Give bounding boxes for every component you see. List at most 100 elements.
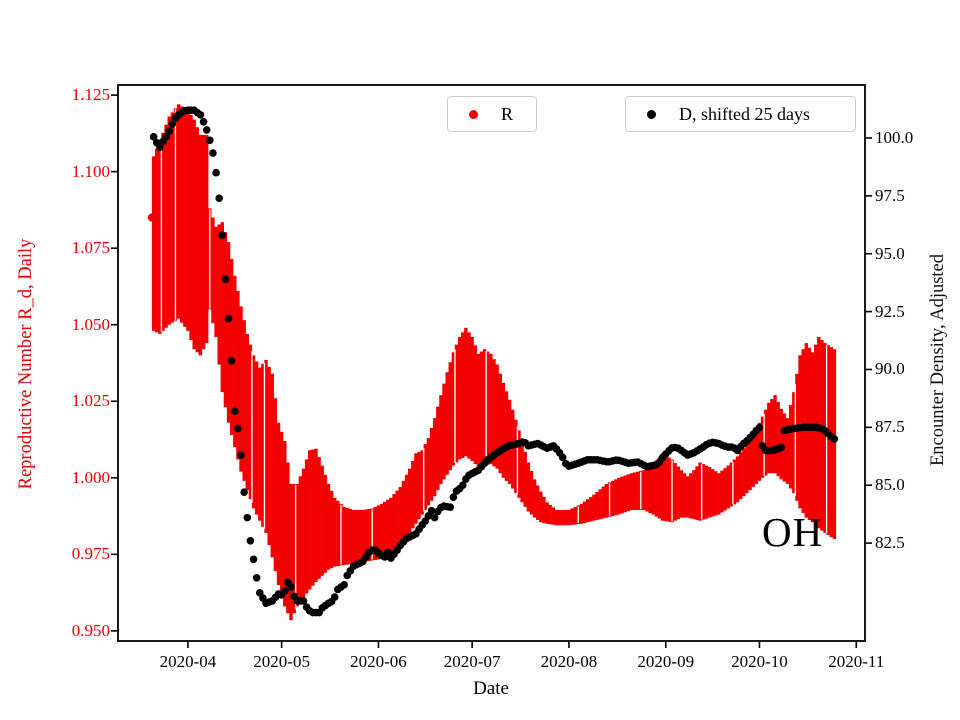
r-errorbar [798,355,802,509]
legend-r-dot-icon [469,109,478,119]
r-errorbar [679,470,684,518]
r-errorbar [629,473,634,510]
r-errorbar [429,428,434,501]
d-dot [156,143,164,152]
r-errorbar [251,355,256,509]
r-errorbar [176,104,181,319]
d-dot [230,407,239,415]
r-errorbar [773,395,777,474]
band-gap [160,137,163,332]
r-errorbar [164,124,168,328]
r-errorbar [723,468,727,511]
r-errorbar [314,448,318,582]
d-dot [340,580,348,589]
band-gap [794,383,797,496]
r-errorbar [498,373,502,474]
r-errorbar [348,508,353,565]
r-errorbar [195,127,200,353]
r-errorbar [345,507,349,565]
r-errorbar [261,363,265,527]
d-dot [430,513,439,522]
r-errorbar [763,409,768,476]
r-errorbar [692,470,696,520]
r-errorbar [673,463,677,521]
y-axis-label-right: Encounter Density, Adjusted [928,253,948,467]
r-errorbar [407,468,412,533]
r-errorbar [648,466,652,514]
band-gap [209,209,211,309]
d-dot [237,451,245,459]
r-errorbar [311,449,315,586]
y-axis-label-left: Reproductive Number R_d, Daily [16,238,36,490]
y-right-tick-label: 92.5 [875,301,905,321]
y-left-tick-label: 0.975 [71,544,110,564]
r-errorbar [276,422,281,585]
r-errorbar [432,418,437,497]
d-dot [755,423,764,432]
r-errorbar [323,474,328,573]
r-errorbar [767,402,771,474]
r-errorbar [382,501,387,558]
r-errorbar [436,406,440,491]
band-gap [295,484,297,609]
r-errorbar [373,506,378,560]
r-errorbar [579,503,584,524]
r-errorbar [561,509,565,526]
r-errorbar [710,469,715,517]
r-errorbar [717,473,721,515]
r-errorbar [333,497,337,567]
d-dot [221,275,230,284]
r-errorbar [404,474,409,538]
r-errorbar [504,391,509,481]
r-errorbar [776,402,780,477]
d-dot [224,314,233,323]
d-dot [458,481,467,490]
r-errorbar [476,353,481,468]
r-errorbar [392,494,396,552]
r-errorbar [245,333,249,491]
x-axis-label: Date [473,678,509,699]
r-errorbar [454,344,459,463]
y-left-tick-label: 1.125 [71,85,110,105]
d-dot [196,111,205,119]
r-errorbar [320,465,324,576]
r-errorbar [158,141,162,334]
r-errorbar [361,509,365,563]
r-errorbar [426,438,431,506]
state-annotation: OH [762,509,824,555]
r-errorbar [367,508,371,561]
r-errorbar [748,439,752,491]
r-errorbar [735,456,740,503]
r-errorbar [248,344,253,500]
d-dot [215,194,223,202]
r-errorbar [514,419,518,494]
r-errorbar [236,291,240,460]
r-errorbar [304,459,309,594]
r-errorbar [198,134,203,356]
d-dot [558,453,567,462]
r-errorbar [532,479,537,518]
r-errorbar [810,352,815,523]
r-errorbar [632,472,637,510]
legend-d-label: D, shifted 25 days [679,103,810,124]
r-errorbar [239,306,243,472]
d-dot [280,587,289,595]
r-errorbar [623,475,627,513]
r-errorbar [620,476,624,514]
r-errorbar [689,473,693,519]
r-errorbar [423,444,427,510]
r-errorbar [217,224,221,365]
band-gap [251,350,253,503]
r-errorbar [729,462,734,507]
d-dot [209,149,217,157]
d-dot [234,424,242,433]
r-errorbar [695,466,699,520]
r-errorbar [354,509,359,564]
x-tick-label: 2020-09 [637,652,695,671]
r-errorbar [564,509,568,526]
x-tick-label: 2020-07 [443,652,501,671]
r-start-dot [147,213,157,222]
r-errorbar [807,347,812,520]
r-errorbar [517,430,521,498]
